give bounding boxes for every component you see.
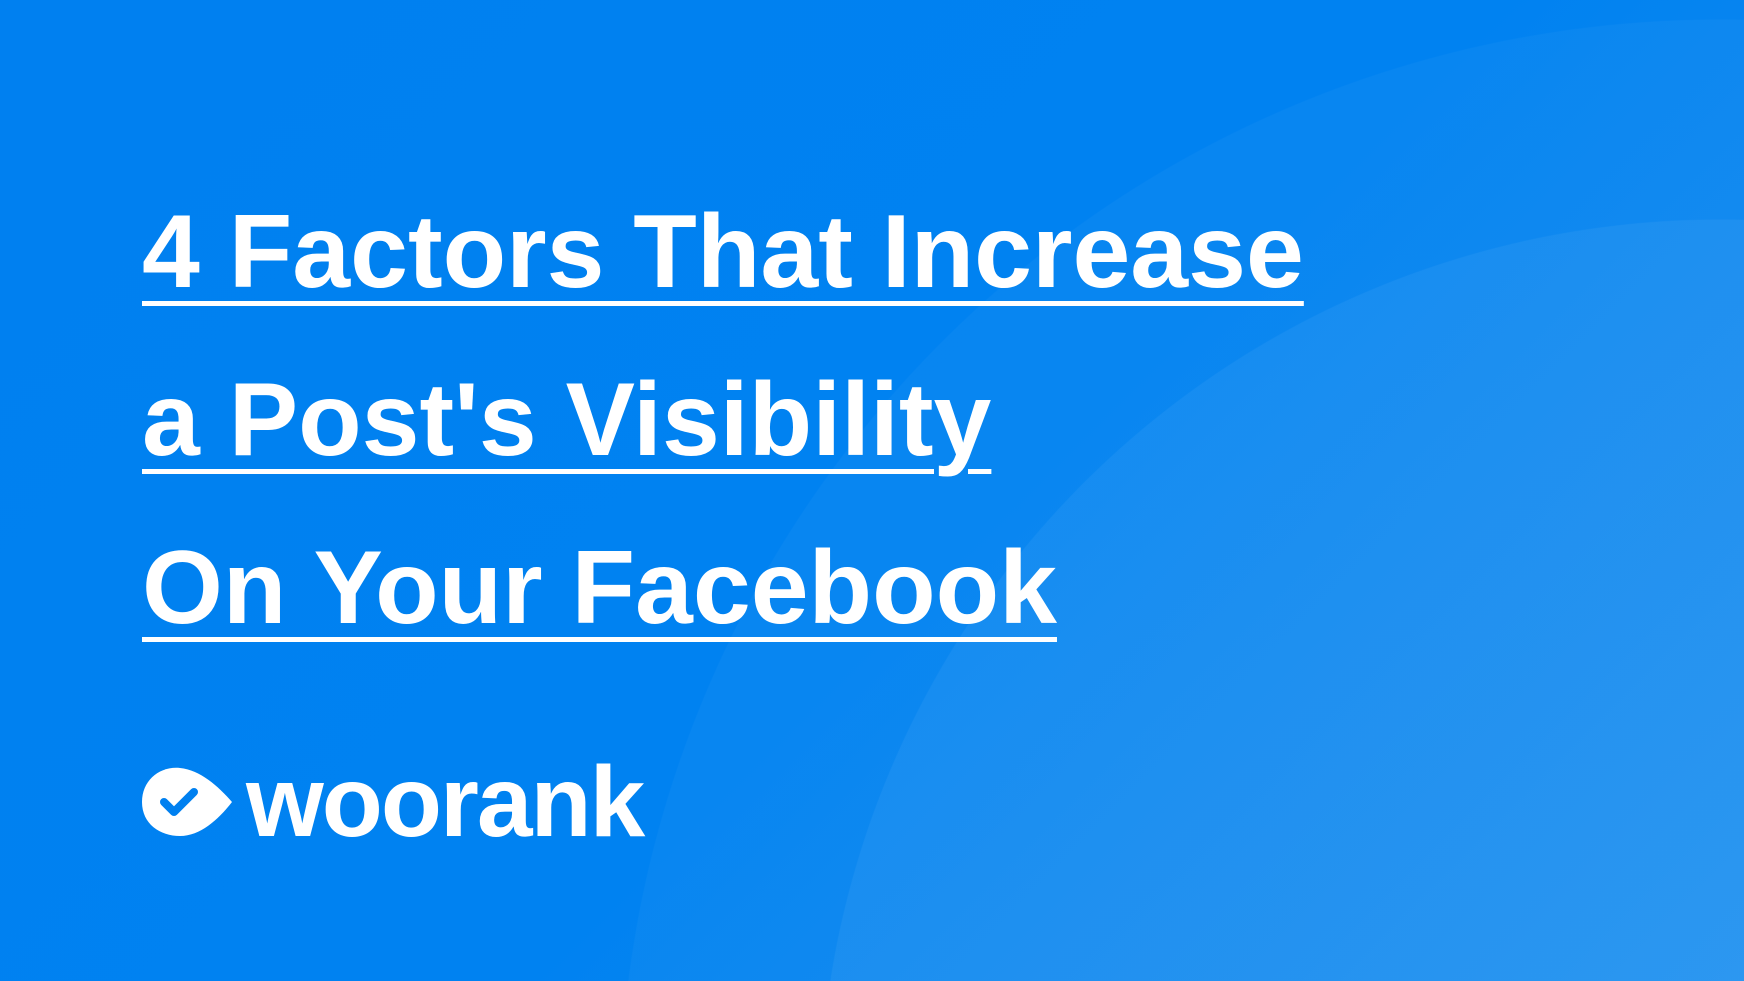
title-link[interactable]: 4 Factors That Increase xyxy=(142,194,1304,310)
logo-wordmark: woorank xyxy=(246,746,645,858)
check-eye-icon xyxy=(142,767,232,836)
woorank-logo: woorank xyxy=(142,746,645,858)
title-link[interactable]: On Your Facebook xyxy=(142,530,1057,646)
title-line[interactable]: 4 Factors That Increase xyxy=(142,168,1304,336)
page-title: 4 Factors That Increase a Post's Visibil… xyxy=(142,168,1304,672)
title-line[interactable]: a Post's Visibility xyxy=(142,336,1304,504)
title-link[interactable]: a Post's Visibility xyxy=(142,362,992,478)
title-line[interactable]: On Your Facebook xyxy=(142,504,1304,672)
